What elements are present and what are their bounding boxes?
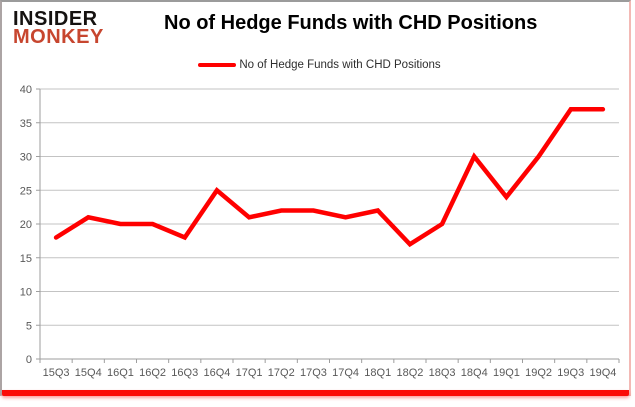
y-tick-label: 5 (26, 320, 32, 332)
y-tick-label: 35 (20, 118, 32, 130)
logo-text-monkey: MONKEY (13, 26, 104, 49)
logo-text-insider: INSIDER (13, 8, 98, 30)
axis-labels: 0 5 10 15 20 25 30 35 40 15Q3 15Q4 16Q1 16Q2 16Q3 16Q4… (20, 84, 617, 379)
x-tick-label: 19Q3 (557, 367, 584, 379)
legend-line-swatch (198, 62, 237, 68)
x-tick-label: 18Q1 (364, 367, 391, 379)
x-tick-label: 17Q4 (332, 367, 359, 379)
x-tick-label: 18Q3 (429, 367, 456, 379)
bottom-red-band (2, 390, 629, 396)
y-tick-label: 15 (20, 253, 32, 265)
x-tick-label: 19Q4 (589, 367, 616, 379)
x-tick-label: 15Q4 (75, 367, 102, 379)
y-tick-label: 20 (20, 219, 32, 231)
y-tick-label: 25 (20, 185, 32, 197)
insider-monkey-logo: INSIDER MONKEY (13, 8, 104, 49)
y-tick-label: 40 (20, 84, 32, 96)
x-tick-label: 17Q3 (300, 367, 327, 379)
legend: No of Hedge Funds with CHD Positions (2, 59, 635, 71)
chart-card: INSIDER MONKEY No of Hedge Funds with CH… (0, 0, 631, 396)
x-tick-label: 17Q2 (268, 367, 295, 379)
x-tick-label: 19Q2 (525, 367, 552, 379)
x-tick-label: 18Q4 (461, 367, 488, 379)
x-tick-label: 16Q2 (139, 367, 166, 379)
axis-ticks (36, 88, 620, 363)
legend-label: No of Hedge Funds with CHD Positions (239, 59, 441, 71)
y-tick-label: 30 (20, 152, 32, 164)
series-line (53, 107, 606, 248)
x-tick-label: 16Q3 (171, 367, 198, 379)
x-tick-label: 15Q3 (43, 367, 70, 379)
y-tick-label: 10 (20, 287, 32, 299)
x-tick-label: 16Q1 (107, 367, 134, 379)
x-tick-label: 19Q1 (493, 367, 520, 379)
x-tick-label: 16Q4 (203, 367, 230, 379)
y-tick-label: 0 (26, 354, 32, 366)
x-tick-label: 18Q2 (396, 367, 423, 379)
chart-title: No of Hedge Funds with CHD Positions (164, 12, 538, 34)
x-tick-label: 17Q1 (236, 367, 263, 379)
